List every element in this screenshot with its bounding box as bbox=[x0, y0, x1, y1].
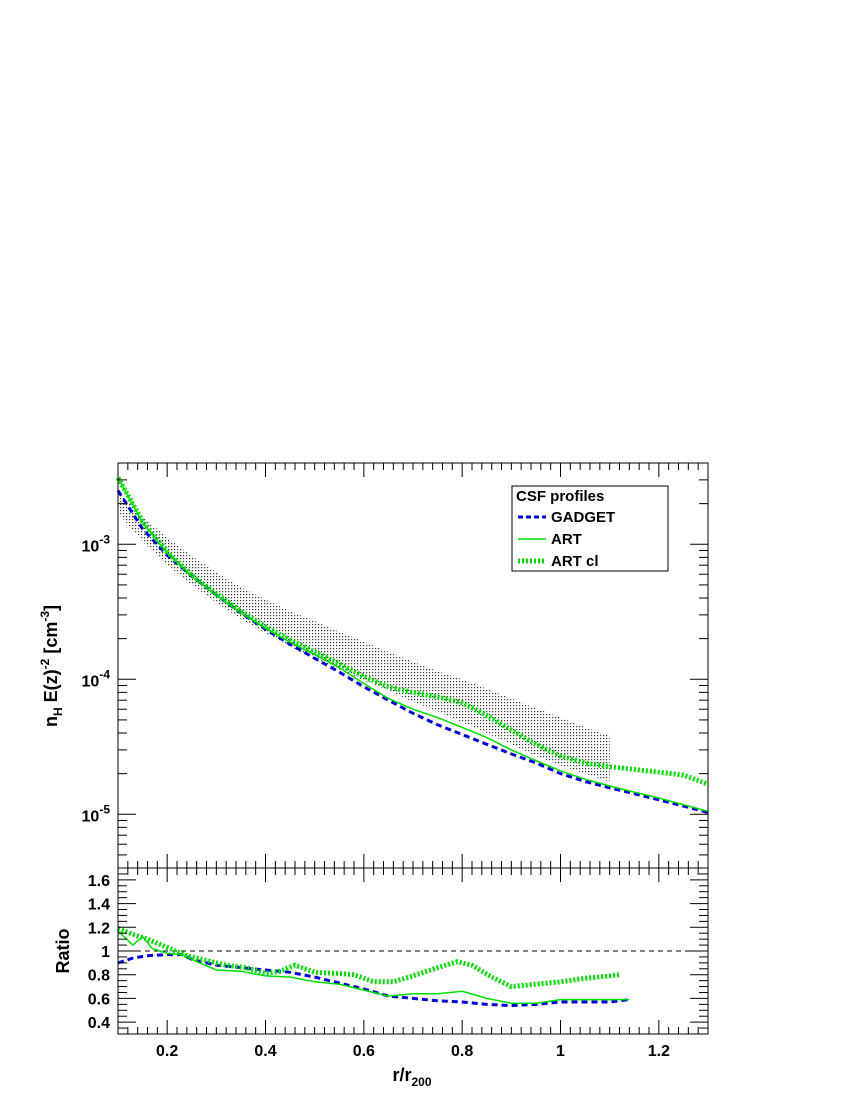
x-axis-title: r/r200 bbox=[392, 1065, 431, 1089]
profiles-y-tick-label: 10-3 bbox=[82, 532, 111, 555]
scatter-band-layer bbox=[118, 490, 610, 782]
ratio-x-tick-labels: 0.2 0.4 0.6 0.8 1 1.2 bbox=[156, 1043, 670, 1060]
profiles-y-tick-label: 10-4 bbox=[82, 667, 111, 690]
ratio-frame bbox=[117, 867, 709, 1035]
profile-art-cl-line bbox=[115, 476, 709, 787]
ratio-x-tick-label: 1.2 bbox=[648, 1043, 670, 1060]
ratio-series-layer bbox=[117, 926, 630, 1008]
ratio-art-line bbox=[117, 930, 630, 1004]
legend: CSF profiles GADGET ART ART cl bbox=[511, 485, 669, 572]
profile-art-line bbox=[117, 477, 709, 813]
ratio-y-tick-label: 1.2 bbox=[88, 920, 110, 937]
ratio-y-tick-labels: 0.4 0.6 0.8 1 1.2 1.4 1.6 bbox=[88, 873, 110, 1032]
ratio-x-tick-label: 0.6 bbox=[353, 1043, 375, 1060]
legend-box bbox=[511, 485, 669, 572]
ratio-y-tick-label: 1.6 bbox=[88, 873, 110, 890]
ratio-x-tick-label: 0.8 bbox=[451, 1043, 473, 1060]
ratio-x-tick-label: 0.4 bbox=[254, 1043, 276, 1060]
profiles-panel: 10-3 10-4 10-5 nH E(z)-2 [cm-3] CSF profil… bbox=[38, 462, 709, 869]
profiles-y-axis-title: nH E(z)-2 [cm-3] bbox=[38, 605, 65, 727]
ratio-panel: 0.4 0.6 0.8 1 1.2 1.4 1.6 0.2 0.4 0.6 0.8 1 1.2 Rat… bbox=[53, 867, 709, 1089]
ratio-y-tick-label: 0.4 bbox=[88, 1015, 110, 1032]
scatter-band bbox=[118, 490, 610, 782]
profile-series-layer bbox=[115, 476, 709, 814]
ratio-y-tick-label: 1 bbox=[101, 944, 110, 961]
legend-gadget-label: GADGET bbox=[551, 509, 615, 526]
ratio-ticks bbox=[117, 867, 709, 1035]
ratio-art-cl-line bbox=[117, 926, 620, 990]
ratio-x-tick-label: 1 bbox=[556, 1043, 565, 1060]
ratio-y-tick-label: 0.6 bbox=[88, 991, 110, 1008]
profiles-ticks bbox=[117, 462, 709, 869]
profiles-y-tick-labels: 10-3 10-4 10-5 bbox=[82, 532, 111, 825]
profiles-y-tick-label: 10-5 bbox=[82, 802, 111, 825]
legend-artcl-label: ART cl bbox=[551, 553, 599, 570]
ratio-y-tick-label: 0.8 bbox=[88, 968, 110, 985]
ratio-x-tick-label: 0.2 bbox=[156, 1043, 178, 1060]
legend-title: CSF profiles bbox=[516, 488, 604, 505]
legend-art-label: ART bbox=[551, 531, 582, 548]
ratio-gadget-line bbox=[117, 953, 630, 1008]
ratio-y-tick-label: 1.4 bbox=[88, 897, 110, 914]
ratio-y-axis-title: Ratio bbox=[53, 928, 73, 973]
